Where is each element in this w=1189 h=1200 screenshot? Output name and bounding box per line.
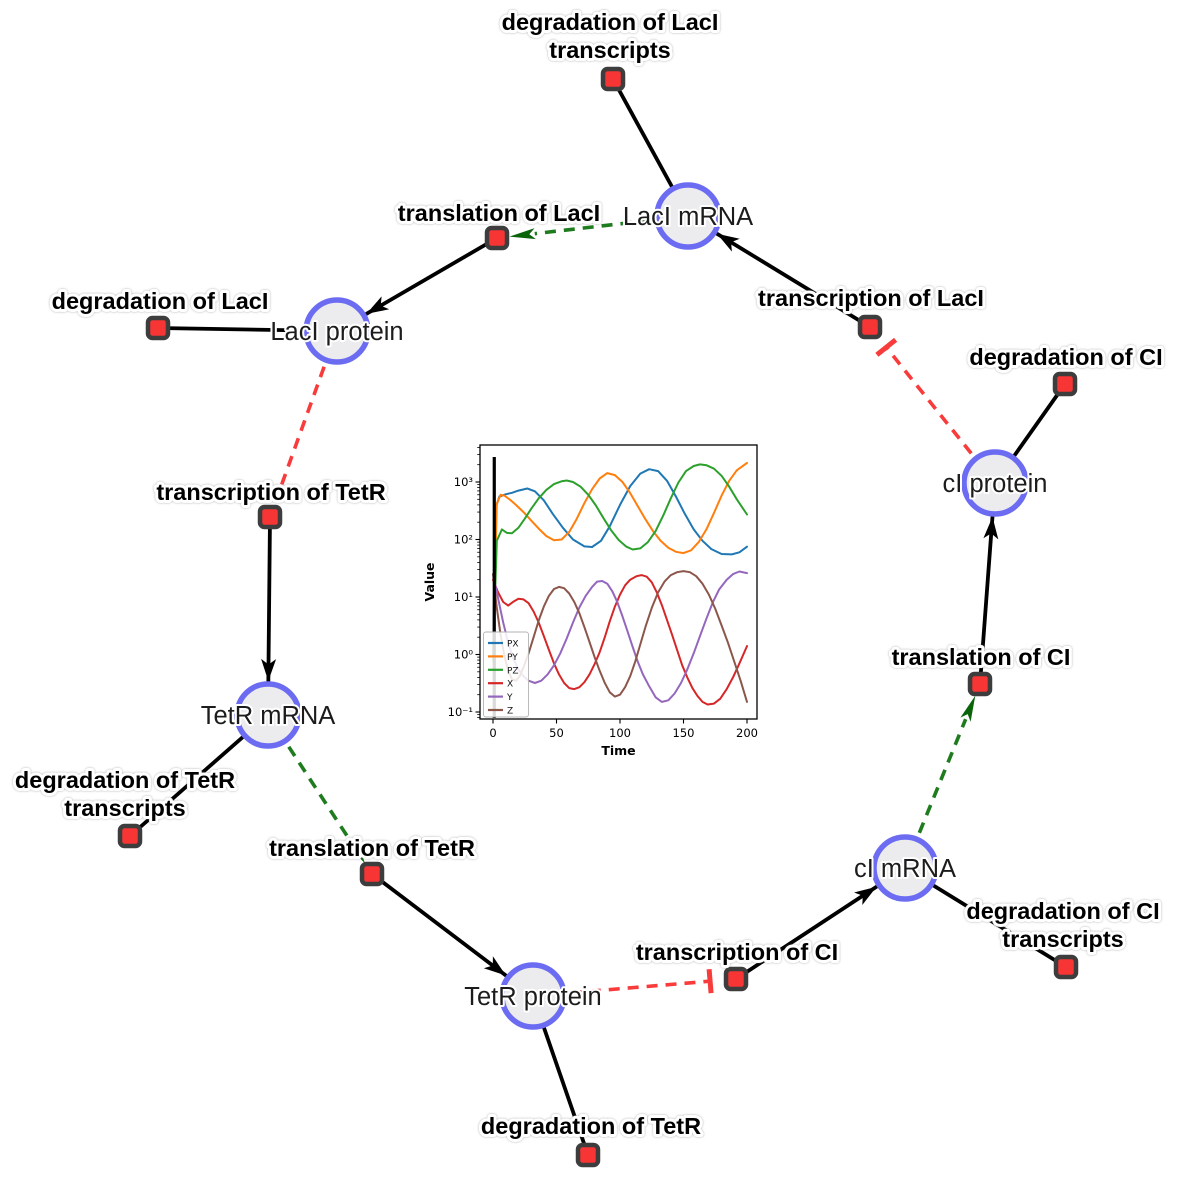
legend-label-PZ: PZ	[507, 666, 519, 676]
plot-series-PY	[492, 461, 748, 662]
species-node-cI_mRNA	[871, 834, 939, 902]
species-label-LacI_protein: LacI protein	[270, 318, 403, 346]
reaction-node-translation_LacI	[484, 225, 510, 251]
arrowhead-icon	[261, 658, 277, 681]
reaction-label-transcription_CI-line0: transcription of CI	[636, 939, 838, 965]
reaction-labels-layer: degradation of LacItranscriptstranslatio…	[12, 6, 1166, 1142]
inhibitor-bar-icon	[706, 969, 714, 994]
plot-ytick-label: 10²	[454, 533, 473, 547]
reaction-label-deg_CI-line0: degradation of CI	[969, 344, 1162, 370]
arrowhead-icon	[983, 516, 999, 540]
species-label-cI_mRNA: cI mRNA	[854, 855, 956, 883]
plot-series-X	[492, 574, 748, 706]
reaction-node-transcription_TetR	[257, 504, 283, 530]
species-label-TetR_mRNA: TetR mRNA	[201, 702, 336, 730]
arrowhead-icon	[366, 296, 390, 314]
plot-xtick-label: 200	[736, 726, 758, 740]
edge-production-transcription_CI-to-cI_mRNA	[734, 884, 879, 981]
modifier-arrowhead-icon	[509, 228, 536, 240]
reaction-label-deg_TetR-line0: degradation of TetR	[481, 1113, 701, 1139]
reaction-node-transcription_LacI	[857, 314, 883, 340]
plot-ytick-label: 10⁻¹	[448, 705, 473, 719]
legend-label-Y: Y	[506, 693, 513, 703]
species-node-TetR_mRNA	[234, 681, 302, 749]
species-node-cI_protein	[961, 449, 1029, 517]
plot-xtick-label: 50	[549, 726, 564, 740]
arrowhead-icon	[854, 886, 877, 905]
legend-label-PX: PX	[507, 640, 519, 650]
reaction-label-deg_LacI_tx-line0: degradation of LacI	[502, 9, 719, 35]
plot-ylabel: Value	[422, 562, 437, 601]
plot-series-PZ	[492, 463, 748, 662]
reaction-node-translation_CI	[967, 671, 993, 697]
plot-xtick-label: 150	[673, 726, 695, 740]
reaction-label-translation_CI-line0: translation of CI	[892, 644, 1071, 670]
reaction-label-deg_TetR_tx-line1: transcripts	[64, 795, 185, 821]
plot-xtick-label: 100	[609, 726, 631, 740]
plot-ytick-label: 10¹	[454, 590, 473, 604]
arrowhead-icon	[483, 956, 506, 976]
inhibitor-bar-icon	[875, 337, 898, 357]
nodes-layer	[117, 66, 1079, 1168]
plot-xtick-label: 0	[489, 726, 496, 740]
arrowhead-icon	[717, 233, 740, 252]
timeseries-plot: 0 50 100 150 20010⁻¹10⁰10¹10²10³TimeValuePXP…	[422, 444, 758, 758]
reaction-label-deg_CI_tx-line0: degradation of CI	[966, 898, 1159, 924]
species-label-TetR_protein: TetR protein	[464, 983, 602, 1011]
species-label-LacI_mRNA: LacI mRNA	[623, 203, 753, 231]
reaction-label-deg_LacI-line0: degradation of LacI	[52, 288, 269, 314]
reaction-node-deg_LacI_tx	[600, 66, 626, 92]
reaction-node-transcription_CI	[723, 966, 749, 992]
plot-xlabel: Time	[601, 743, 635, 758]
legend-label-X: X	[507, 680, 513, 690]
reaction-node-deg_CI_tx	[1053, 954, 1079, 980]
inhibitor-bar-icon	[266, 486, 291, 499]
reaction-node-deg_TetR_tx	[117, 823, 143, 849]
modifier-arrowhead-icon	[960, 695, 976, 722]
reaction-label-transcription_TetR-line0: transcription of TetR	[156, 479, 385, 505]
reaction-label-deg_LacI_tx-line1: transcripts	[549, 37, 670, 63]
species-node-LacI_mRNA	[654, 182, 722, 250]
species-node-LacI_protein	[303, 297, 371, 365]
reaction-node-translation_TetR	[359, 861, 385, 887]
reaction-node-deg_LacI	[145, 315, 171, 341]
plot-ytick-label: 10⁰	[454, 648, 474, 662]
plot-series-Y	[492, 570, 748, 703]
plot-legend-frame	[483, 631, 529, 718]
plot-ytick-label: 10³	[454, 475, 474, 489]
edge-production-transcription_LacI-to-LacI_mRNA	[715, 231, 872, 329]
species-labels-layer: LacI mRNA LacI protein TetR mRNA TetR prote…	[199, 201, 1050, 1013]
edge-production-transcription_TetR-to-TetR_mRNA	[266, 515, 272, 683]
species-node-TetR_protein	[499, 962, 567, 1030]
reaction-node-deg_TetR	[575, 1142, 601, 1168]
reaction-node-deg_CI	[1052, 371, 1078, 397]
species-label-cI_protein: cI protein	[943, 470, 1048, 498]
edge-production-translation_LacI-to-LacI_protein	[364, 236, 499, 316]
reaction-label-translation_TetR-line0: translation of TetR	[269, 835, 475, 861]
reaction-label-deg_TetR_tx-line0: degradation of TetR	[15, 767, 235, 793]
edge-production-translation_CI-to-cI_protein	[978, 515, 995, 686]
plot-legend: PX PY PZ XYZ	[483, 631, 529, 718]
legend-label-PY: PY	[507, 653, 518, 663]
reaction-label-translation_LacI-line0: translation of LacI	[398, 200, 600, 226]
edge-production-translation_TetR-to-TetR_protein	[370, 872, 508, 978]
modifier-arrowhead-icon	[346, 838, 366, 864]
reaction-label-transcription_LacI-line0: transcription of LacI	[758, 285, 984, 311]
legend-label-Z: Z	[507, 707, 513, 717]
plot-series-PX	[492, 468, 748, 662]
reaction-label-deg_CI_tx-line1: transcripts	[1002, 926, 1123, 952]
plot-frame	[479, 444, 758, 720]
